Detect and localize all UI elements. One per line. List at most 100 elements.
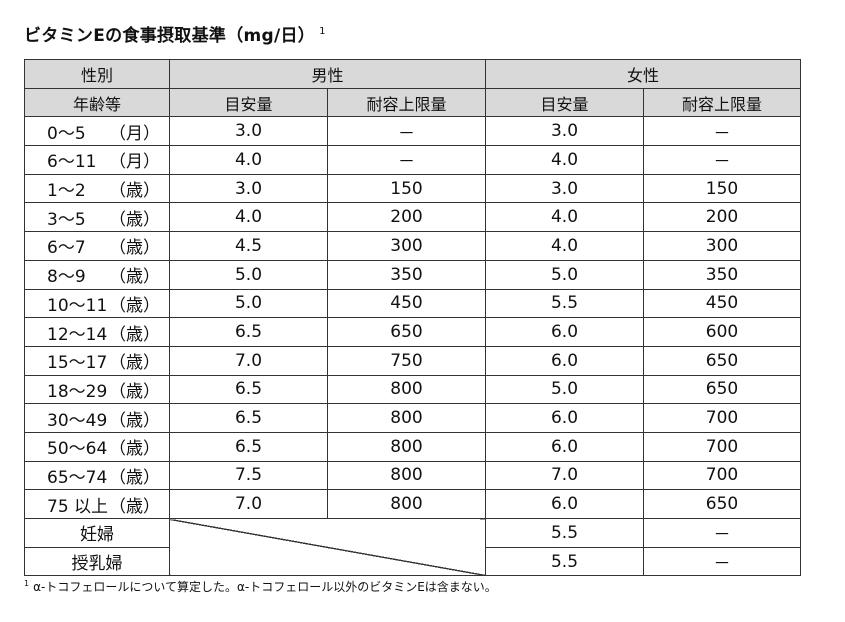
age-cell: 0～5 （月） bbox=[24, 116, 170, 147]
male-adequate-intake-cell: 6.5 bbox=[169, 403, 328, 433]
female-upper-limit-cell: 350 bbox=[643, 259, 802, 290]
female-upper-limit-cell: － bbox=[643, 546, 802, 577]
header-male-upper-limit: 耐容上限量 bbox=[326, 87, 487, 118]
female-adequate-intake-cell: 6.0 bbox=[485, 489, 645, 519]
age-range: 50～64 bbox=[47, 439, 108, 460]
footnote-marker: 1 bbox=[24, 579, 30, 588]
age-cell: 65～74 （歳） bbox=[24, 460, 170, 491]
female-upper-limit-cell: 650 bbox=[643, 489, 802, 519]
special-group-label: 授乳婦 bbox=[24, 546, 170, 577]
age-unit: （歳） bbox=[109, 353, 160, 374]
male-upper-limit-cell: － bbox=[326, 145, 487, 175]
table-row: 6～7 （歳） 4.5 300 4.0 300 bbox=[24, 231, 802, 261]
age-unit: （歳） bbox=[109, 181, 160, 202]
age-cell: 6～11 （月） bbox=[24, 145, 170, 175]
male-adequate-intake-cell: 7.5 bbox=[169, 460, 328, 491]
female-adequate-intake-cell: 3.0 bbox=[485, 116, 645, 147]
age-range: 18～29 bbox=[47, 381, 108, 402]
table-row: 12～14 （歳） 6.5 650 6.0 600 bbox=[24, 317, 802, 347]
female-upper-limit-cell: － bbox=[643, 518, 802, 548]
female-upper-limit-cell: 650 bbox=[643, 374, 802, 405]
header-row-sex: 性別 男性 女性 bbox=[24, 59, 802, 89]
age-cell: 15～17 （歳） bbox=[24, 345, 170, 376]
female-upper-limit-cell: 200 bbox=[643, 202, 802, 233]
age-range: 0～5 bbox=[47, 123, 86, 144]
table-row: 6～11 （月） 4.0 － 4.0 － bbox=[24, 145, 802, 175]
male-adequate-intake-cell: 5.0 bbox=[169, 259, 328, 290]
age-range: 3～5 bbox=[47, 209, 86, 230]
age-unit: （歳） bbox=[109, 439, 160, 460]
female-adequate-intake-cell: 4.0 bbox=[485, 202, 645, 233]
male-upper-limit-cell: 650 bbox=[326, 317, 487, 347]
male-not-applicable-cell bbox=[168, 517, 487, 577]
table-row: 1～2 （歳） 3.0 150 3.0 150 bbox=[24, 173, 802, 204]
footnote: 1 α-トコフェロールについて算定した。α-トコフェロール以外のビタミンEは含まな… bbox=[24, 578, 497, 595]
female-upper-limit-cell: 600 bbox=[643, 317, 802, 347]
age-cell: 75 以上（歳） bbox=[24, 489, 170, 519]
male-upper-limit-cell: 800 bbox=[326, 431, 487, 462]
age-cell: 50～64 （歳） bbox=[24, 431, 170, 462]
male-upper-limit-cell: 800 bbox=[326, 489, 487, 519]
title-text: ビタミンEの食事摂取基準（mg/日） bbox=[24, 26, 316, 46]
age-unit: （歳） bbox=[109, 467, 160, 488]
age-unit: （歳） bbox=[109, 381, 160, 402]
header-row-measures: 年齢等 目安量 耐容上限量 目安量 耐容上限量 bbox=[24, 87, 802, 118]
female-adequate-intake-cell: 4.0 bbox=[485, 231, 645, 261]
age-cell: 8～9 （歳） bbox=[24, 259, 170, 290]
age-range: 75 以上 bbox=[47, 496, 109, 517]
age-unit: （歳） bbox=[109, 496, 160, 517]
female-adequate-intake-cell: 5.5 bbox=[485, 518, 645, 548]
page-title: ビタミンEの食事摂取基準（mg/日） 1 bbox=[24, 21, 326, 46]
male-upper-limit-cell: 200 bbox=[326, 202, 487, 233]
male-adequate-intake-cell: 7.0 bbox=[169, 345, 328, 376]
female-upper-limit-cell: － bbox=[643, 116, 802, 147]
female-adequate-intake-cell: 6.0 bbox=[485, 317, 645, 347]
age-unit: （月） bbox=[109, 152, 160, 173]
male-adequate-intake-cell: 6.5 bbox=[169, 374, 328, 405]
male-upper-limit-cell: 350 bbox=[326, 259, 487, 290]
male-adequate-intake-cell: 5.0 bbox=[169, 288, 328, 319]
female-adequate-intake-cell: 7.0 bbox=[485, 460, 645, 491]
female-upper-limit-cell: 700 bbox=[643, 431, 802, 462]
age-range: 10～11 bbox=[47, 295, 108, 316]
male-upper-limit-cell: 150 bbox=[326, 173, 487, 204]
female-upper-limit-cell: 150 bbox=[643, 173, 802, 204]
male-upper-limit-cell: 300 bbox=[326, 231, 487, 261]
age-cell: 10～11 （歳） bbox=[24, 288, 170, 319]
age-range: 6～11 bbox=[47, 152, 97, 173]
vitamin-e-intake-table: 性別 男性 女性 年齢等 目安量 耐容上限量 目安量 耐容上限量 0～5 （月） 3… bbox=[24, 59, 802, 577]
male-upper-limit-cell: － bbox=[326, 116, 487, 147]
male-upper-limit-cell: 750 bbox=[326, 345, 487, 376]
female-adequate-intake-cell: 3.0 bbox=[485, 173, 645, 204]
age-cell: 12～14 （歳） bbox=[24, 317, 170, 347]
header-female-adequate-intake: 目安量 bbox=[485, 87, 645, 118]
male-upper-limit-cell: 800 bbox=[326, 460, 487, 491]
table-row: 10～11 （歳） 5.0 450 5.5 450 bbox=[24, 288, 802, 319]
table-row: 3～5 （歳） 4.0 200 4.0 200 bbox=[24, 202, 802, 233]
male-upper-limit-cell: 800 bbox=[326, 403, 487, 433]
age-unit: （月） bbox=[109, 123, 160, 144]
age-cell: 6～7 （歳） bbox=[24, 231, 170, 261]
age-range: 15～17 bbox=[47, 353, 108, 374]
footnote-text: α-トコフェロールについて算定した。α-トコフェロール以外のビタミンEは含まない… bbox=[33, 580, 497, 594]
header-male: 男性 bbox=[168, 59, 487, 89]
age-range: 30～49 bbox=[47, 410, 108, 431]
age-range: 6～7 bbox=[47, 238, 86, 259]
female-upper-limit-cell: 700 bbox=[643, 460, 802, 491]
header-female: 女性 bbox=[485, 59, 802, 89]
age-range: 8～9 bbox=[47, 267, 86, 288]
special-row: 授乳婦 5.5 － bbox=[24, 546, 802, 577]
female-upper-limit-cell: － bbox=[643, 145, 802, 175]
age-unit: （歳） bbox=[109, 238, 160, 259]
table-row: 65～74 （歳） 7.5 800 7.0 700 bbox=[24, 460, 802, 491]
male-upper-limit-cell: 450 bbox=[326, 288, 487, 319]
male-adequate-intake-cell: 6.5 bbox=[169, 317, 328, 347]
female-upper-limit-cell: 450 bbox=[643, 288, 802, 319]
female-upper-limit-cell: 650 bbox=[643, 345, 802, 376]
male-adequate-intake-cell: 4.0 bbox=[169, 145, 328, 175]
age-range: 12～14 bbox=[47, 324, 108, 345]
male-adequate-intake-cell: 4.5 bbox=[169, 231, 328, 261]
female-adequate-intake-cell: 5.0 bbox=[485, 259, 645, 290]
age-range: 1～2 bbox=[47, 181, 86, 202]
female-adequate-intake-cell: 6.0 bbox=[485, 345, 645, 376]
